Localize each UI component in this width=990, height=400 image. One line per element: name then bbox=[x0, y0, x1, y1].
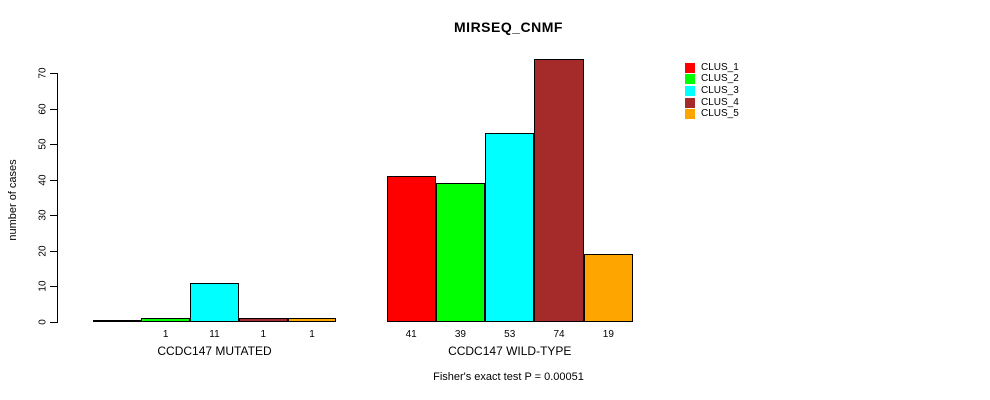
bar-clus-1-ccdc147-mutated bbox=[92, 320, 142, 322]
y-tick-label: 70 bbox=[37, 67, 49, 79]
y-tick bbox=[50, 108, 57, 110]
bar-clus-2-ccdc147-wild-type bbox=[435, 183, 486, 322]
y-tick bbox=[50, 250, 57, 252]
bar-clus-3-ccdc147-wild-type bbox=[485, 133, 535, 322]
category-label-ccdc147-wild-type: CCDC147 WILD-TYPE bbox=[448, 344, 572, 358]
legend-label: CLUS_4 bbox=[701, 96, 739, 108]
bar-value-label: 53 bbox=[504, 329, 516, 340]
legend: CLUS_1 CLUS_2 CLUS_3 CLUS_4 CLUS_5 bbox=[685, 62, 739, 120]
y-tick bbox=[50, 322, 57, 323]
bar-value-label: 39 bbox=[454, 329, 466, 340]
bar-value-label: 41 bbox=[405, 329, 417, 340]
legend-label: CLUS_3 bbox=[701, 84, 739, 96]
legend-item: CLUS_1 bbox=[685, 62, 739, 74]
fisher-test-caption: Fisher's exact test P = 0.00051 bbox=[433, 371, 584, 383]
legend-label: CLUS_2 bbox=[701, 73, 739, 85]
y-axis-label: number of cases bbox=[7, 159, 19, 241]
bar-clus-3-ccdc147-mutated bbox=[190, 282, 239, 322]
legend-item: CLUS_4 bbox=[685, 97, 739, 109]
legend-swatch bbox=[685, 97, 695, 108]
y-tick-label: 10 bbox=[37, 280, 49, 292]
bar-clus-5-ccdc147-wild-type bbox=[583, 254, 633, 322]
legend-swatch bbox=[685, 85, 695, 96]
legend-swatch bbox=[685, 62, 695, 73]
y-axis-line bbox=[57, 73, 58, 323]
y-tick bbox=[50, 144, 57, 146]
y-tick-label: 20 bbox=[37, 245, 49, 257]
bar-value-label: 1 bbox=[309, 329, 315, 340]
bar-value-label: 19 bbox=[602, 329, 614, 340]
bar-clus-1-ccdc147-wild-type bbox=[386, 176, 436, 322]
bar-clus-2-ccdc147-mutated bbox=[141, 318, 191, 322]
y-tick-label: 60 bbox=[37, 103, 49, 115]
y-tick bbox=[50, 286, 57, 288]
chart-title: MIRSEQ_CNMF bbox=[454, 19, 563, 35]
legend-item: CLUS_2 bbox=[685, 74, 739, 86]
y-tick bbox=[50, 179, 57, 181]
y-tick-label: 0 bbox=[37, 319, 49, 325]
legend-item: CLUS_3 bbox=[685, 85, 739, 97]
legend-label: CLUS_1 bbox=[701, 61, 739, 73]
bar-clus-4-ccdc147-mutated bbox=[238, 318, 288, 322]
legend-swatch bbox=[685, 74, 695, 85]
bar-clus-5-ccdc147-mutated bbox=[287, 318, 337, 322]
bar-value-label: 74 bbox=[553, 329, 565, 340]
y-tick bbox=[50, 73, 57, 74]
y-tick-label: 30 bbox=[37, 209, 49, 221]
legend-label: CLUS_5 bbox=[701, 108, 739, 120]
y-tick-label: 50 bbox=[37, 138, 49, 150]
bar-value-label: 1 bbox=[260, 329, 267, 340]
bar-value-label: 1 bbox=[162, 329, 169, 340]
bar-clus-4-ccdc147-wild-type bbox=[534, 58, 584, 322]
legend-swatch bbox=[685, 109, 695, 120]
y-tick-label: 40 bbox=[37, 174, 49, 186]
bar-value-label: 11 bbox=[209, 329, 220, 340]
y-tick bbox=[50, 215, 57, 217]
category-label-ccdc147-mutated: CCDC147 MUTATED bbox=[157, 344, 272, 358]
legend-item: CLUS_5 bbox=[685, 108, 739, 120]
